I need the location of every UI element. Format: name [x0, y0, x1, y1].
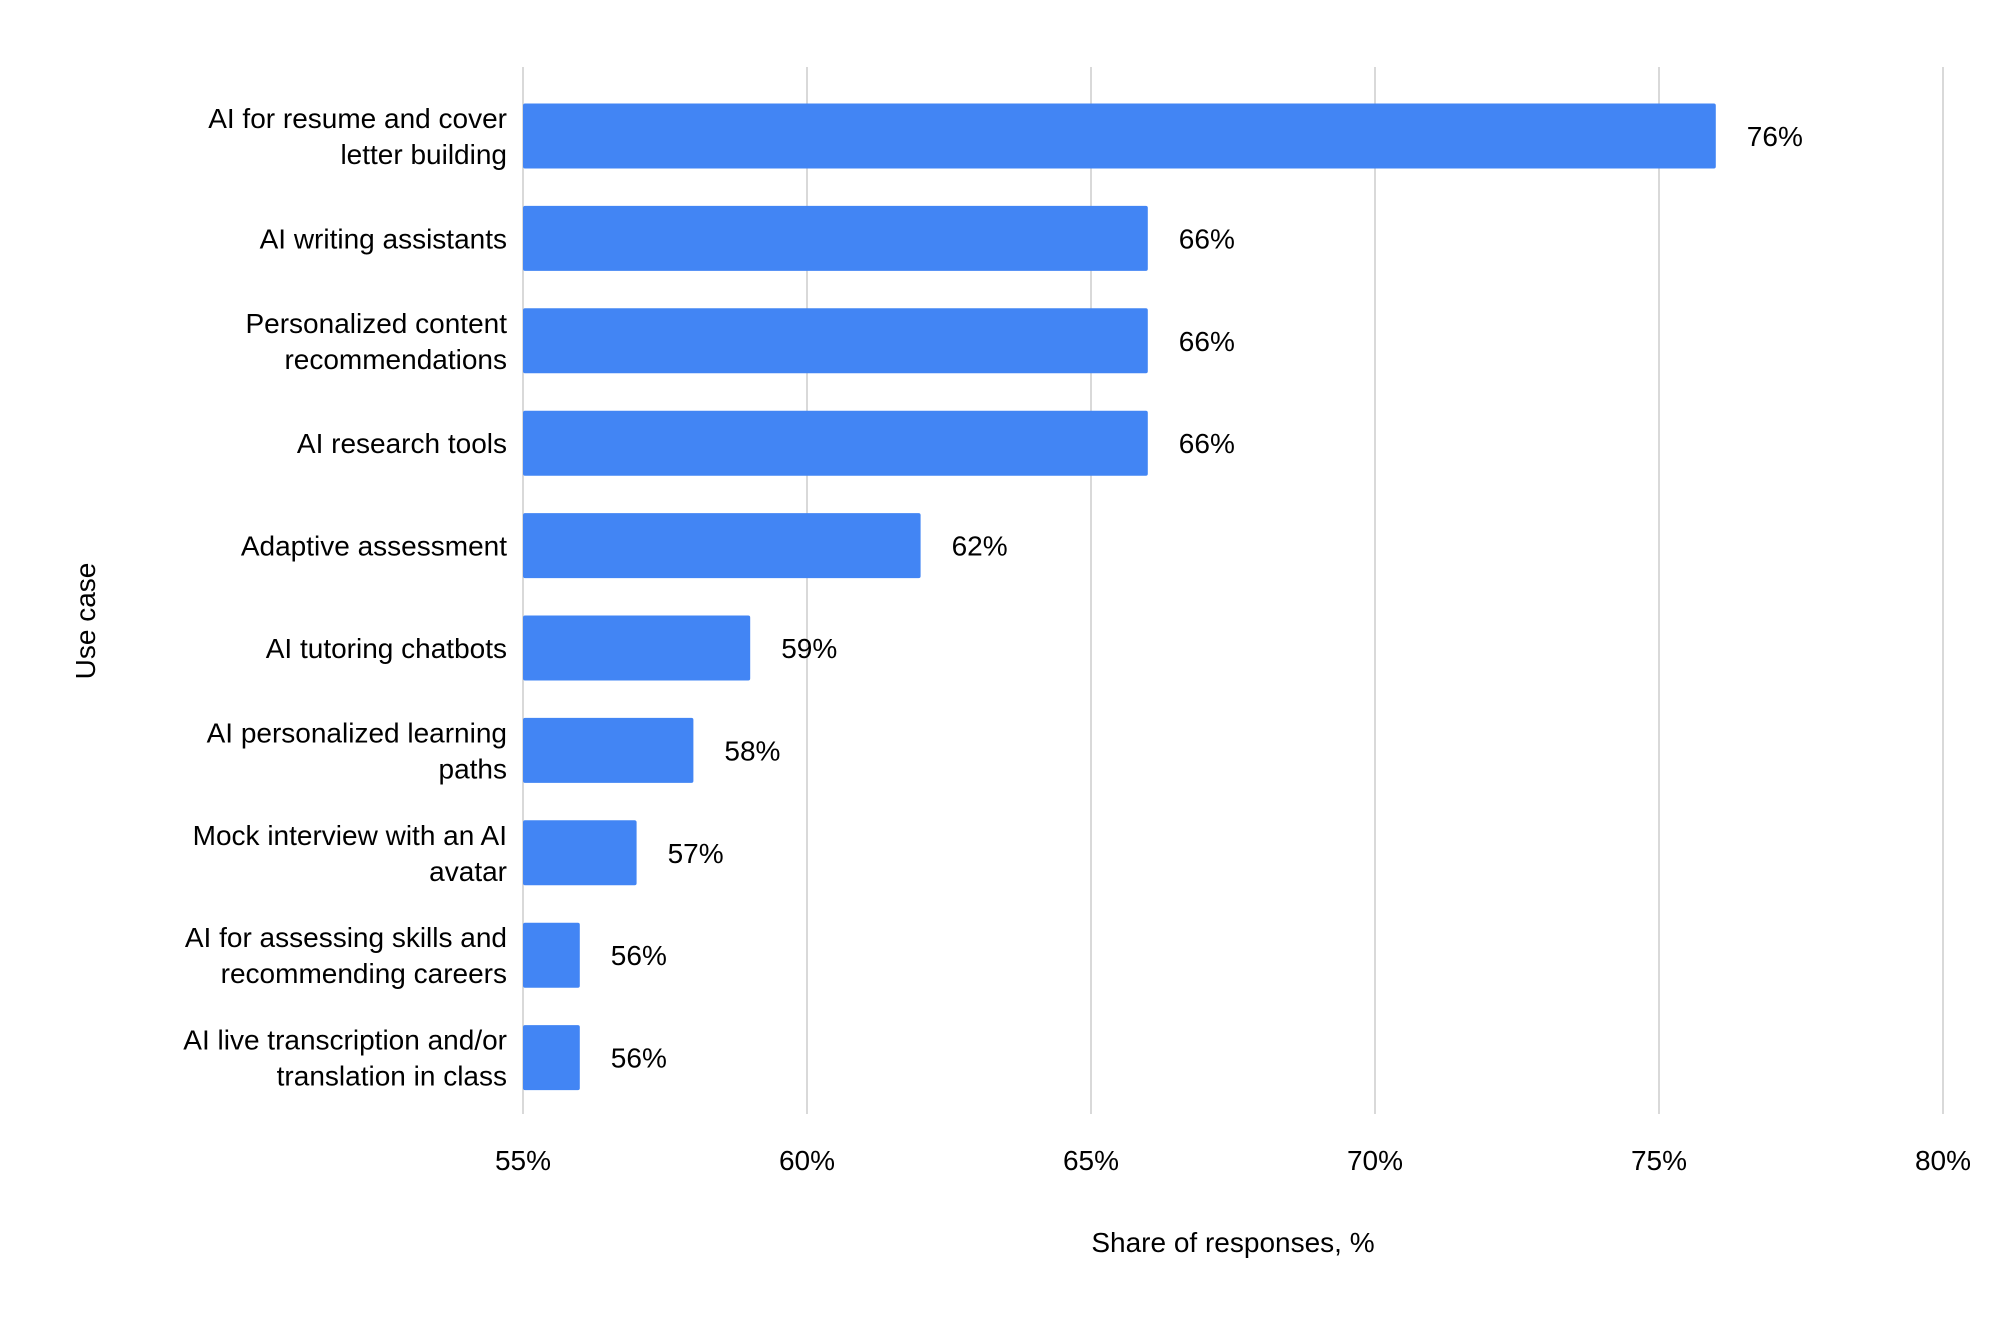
bar: [523, 717, 694, 783]
x-tick-label: 65%: [1063, 1145, 1119, 1176]
bar: [523, 205, 1148, 271]
category-label: AI tutoring chatbots: [266, 633, 507, 664]
category-label: AI writing assistants: [260, 223, 507, 254]
bar: [523, 922, 580, 988]
category-label: Mock interview with an AI: [193, 820, 507, 851]
data-label: 56%: [611, 1043, 667, 1074]
data-label: 66%: [1179, 223, 1235, 254]
x-tick-label: 70%: [1347, 1145, 1403, 1176]
category-label: AI personalized learning: [207, 717, 507, 748]
category-label: Personalized content: [245, 308, 507, 339]
bar: [523, 513, 921, 579]
category-label: letter building: [340, 139, 507, 170]
bar: [523, 1025, 580, 1091]
data-labels: 76% 66% 66% 66% 62% 59% 58% 57% 56% 56%: [611, 121, 1803, 1074]
x-axis-title: Share of responses, %: [1091, 1227, 1374, 1258]
data-label: 58%: [724, 735, 780, 766]
bar: [523, 410, 1148, 476]
data-label: 66%: [1179, 326, 1235, 357]
y-axis-title: Use case: [70, 563, 101, 680]
data-label: 66%: [1179, 428, 1235, 459]
category-label: recommending careers: [221, 958, 507, 989]
data-label: 76%: [1747, 121, 1803, 152]
category-label: paths: [439, 753, 508, 784]
bar: [523, 103, 1716, 169]
data-label: 59%: [781, 633, 837, 664]
category-label: AI for assessing skills and: [185, 922, 507, 953]
data-label: 62%: [952, 531, 1008, 562]
bar: [523, 820, 637, 886]
category-label: avatar: [429, 856, 507, 887]
bar: [523, 308, 1148, 374]
x-tick-labels: 55% 60% 65% 70% 75% 80%: [495, 1145, 1971, 1176]
x-tick-label: 60%: [779, 1145, 835, 1176]
category-label: Adaptive assessment: [241, 531, 507, 562]
bars: [523, 103, 1716, 1091]
bar: [523, 615, 751, 681]
data-label: 57%: [668, 838, 724, 869]
category-label: AI research tools: [297, 428, 507, 459]
category-label: AI live transcription and/or: [183, 1025, 507, 1056]
x-tick-label: 75%: [1631, 1145, 1687, 1176]
x-tick-label: 80%: [1915, 1145, 1971, 1176]
x-tick-label: 55%: [495, 1145, 551, 1176]
category-label: recommendations: [284, 344, 507, 375]
data-label: 56%: [611, 940, 667, 971]
category-label: translation in class: [277, 1061, 507, 1092]
category-label: AI for resume and cover: [208, 103, 507, 134]
category-labels: AI for resume and cover letter building AI…: [183, 103, 507, 1092]
